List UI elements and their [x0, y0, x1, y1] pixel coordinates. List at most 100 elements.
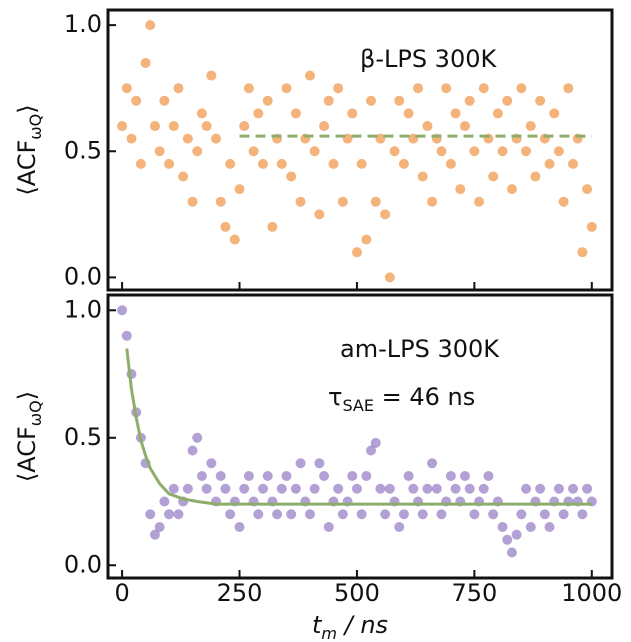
- data-point: [286, 171, 297, 182]
- data-point: [290, 483, 301, 494]
- data-point: [544, 522, 555, 533]
- y-tick-label: 1.0: [64, 295, 102, 323]
- data-point: [234, 522, 245, 533]
- data-point: [483, 471, 494, 482]
- data-point: [192, 146, 203, 157]
- data-point: [366, 95, 377, 106]
- x-axis-label-sub: m: [321, 624, 337, 642]
- data-point: [187, 445, 198, 456]
- data-point: [403, 108, 414, 119]
- data-point: [243, 83, 254, 94]
- data-point: [469, 509, 480, 520]
- data-point: [568, 483, 579, 494]
- data-point: [351, 247, 362, 258]
- data-point: [384, 483, 395, 494]
- data-point: [450, 108, 461, 119]
- data-point: [459, 121, 470, 132]
- data-point: [262, 95, 273, 106]
- data-point: [431, 483, 442, 494]
- data-point: [427, 458, 438, 469]
- data-point: [248, 146, 259, 157]
- data-point: [563, 83, 574, 94]
- data-point: [182, 133, 193, 144]
- data-point: [384, 272, 395, 283]
- data-point: [436, 509, 447, 520]
- data-point: [154, 146, 165, 157]
- data-point: [492, 108, 503, 119]
- data-point: [276, 158, 287, 169]
- data-point: [521, 483, 532, 494]
- data-point: [229, 234, 240, 245]
- data-point: [488, 509, 499, 520]
- data-point: [474, 196, 485, 207]
- y-tick-label: 0.5: [64, 423, 102, 451]
- data-point: [201, 483, 212, 494]
- y-axis-label: ⟨ACFωQ⟩: [13, 391, 45, 482]
- y-axis-label: ⟨ACFωQ⟩: [13, 104, 45, 195]
- data-point: [323, 95, 334, 106]
- data-point: [347, 471, 358, 482]
- data-point: [582, 184, 593, 195]
- data-point: [295, 196, 306, 207]
- data-point: [525, 121, 536, 132]
- data-point: [370, 196, 381, 207]
- data-point: [553, 146, 564, 157]
- data-point: [211, 133, 222, 144]
- x-tick-label: 250: [217, 579, 263, 607]
- data-point: [497, 522, 508, 533]
- data-point: [530, 171, 541, 182]
- data-point: [478, 483, 489, 494]
- fit-line: [125, 348, 592, 506]
- data-point: [516, 83, 527, 94]
- plot-frame: [106, 293, 614, 580]
- x-axis-label-main: t: [312, 611, 323, 639]
- y-tick-label: 0.5: [64, 136, 102, 164]
- data-point: [173, 509, 184, 520]
- data-point: [464, 483, 475, 494]
- data-point: [417, 509, 428, 520]
- data-point: [267, 221, 278, 232]
- data-point: [333, 483, 344, 494]
- data-point: [140, 57, 151, 68]
- data-point: [258, 158, 269, 169]
- data-point: [262, 471, 273, 482]
- data-point: [568, 158, 579, 169]
- data-point: [577, 509, 588, 520]
- data-point: [403, 471, 414, 482]
- data-point: [286, 509, 297, 520]
- data-point: [478, 83, 489, 94]
- y-axis-label-sub: ωQ: [26, 400, 45, 426]
- data-point: [234, 184, 245, 195]
- data-point: [215, 471, 226, 482]
- annotation: am-LPS 300K: [340, 335, 500, 363]
- data-point: [337, 509, 348, 520]
- data-point: [417, 171, 428, 182]
- data-point: [375, 483, 386, 494]
- data-point: [149, 529, 160, 540]
- data-point: [337, 196, 348, 207]
- data-point: [168, 121, 179, 132]
- data-point: [309, 146, 320, 157]
- data-point: [253, 509, 264, 520]
- y-tick-label: 0.0: [64, 550, 102, 578]
- data-point: [168, 483, 179, 494]
- y-axis-label-sub: ωQ: [26, 114, 45, 140]
- data-point: [159, 496, 170, 507]
- x-tick-label: 750: [451, 579, 497, 607]
- data-point: [394, 522, 405, 533]
- data-point: [328, 158, 339, 169]
- data-point: [173, 83, 184, 94]
- data-point: [121, 330, 132, 341]
- data-point: [380, 509, 391, 520]
- data-point: [295, 458, 306, 469]
- data-point: [164, 158, 175, 169]
- fit-label-main: τ: [328, 383, 342, 411]
- data-point: [525, 522, 536, 533]
- data-point: [272, 509, 283, 520]
- data-point: [220, 483, 231, 494]
- data-point: [196, 108, 207, 119]
- data-point: [333, 83, 344, 94]
- data-point: [356, 158, 367, 169]
- data-point: [502, 95, 513, 106]
